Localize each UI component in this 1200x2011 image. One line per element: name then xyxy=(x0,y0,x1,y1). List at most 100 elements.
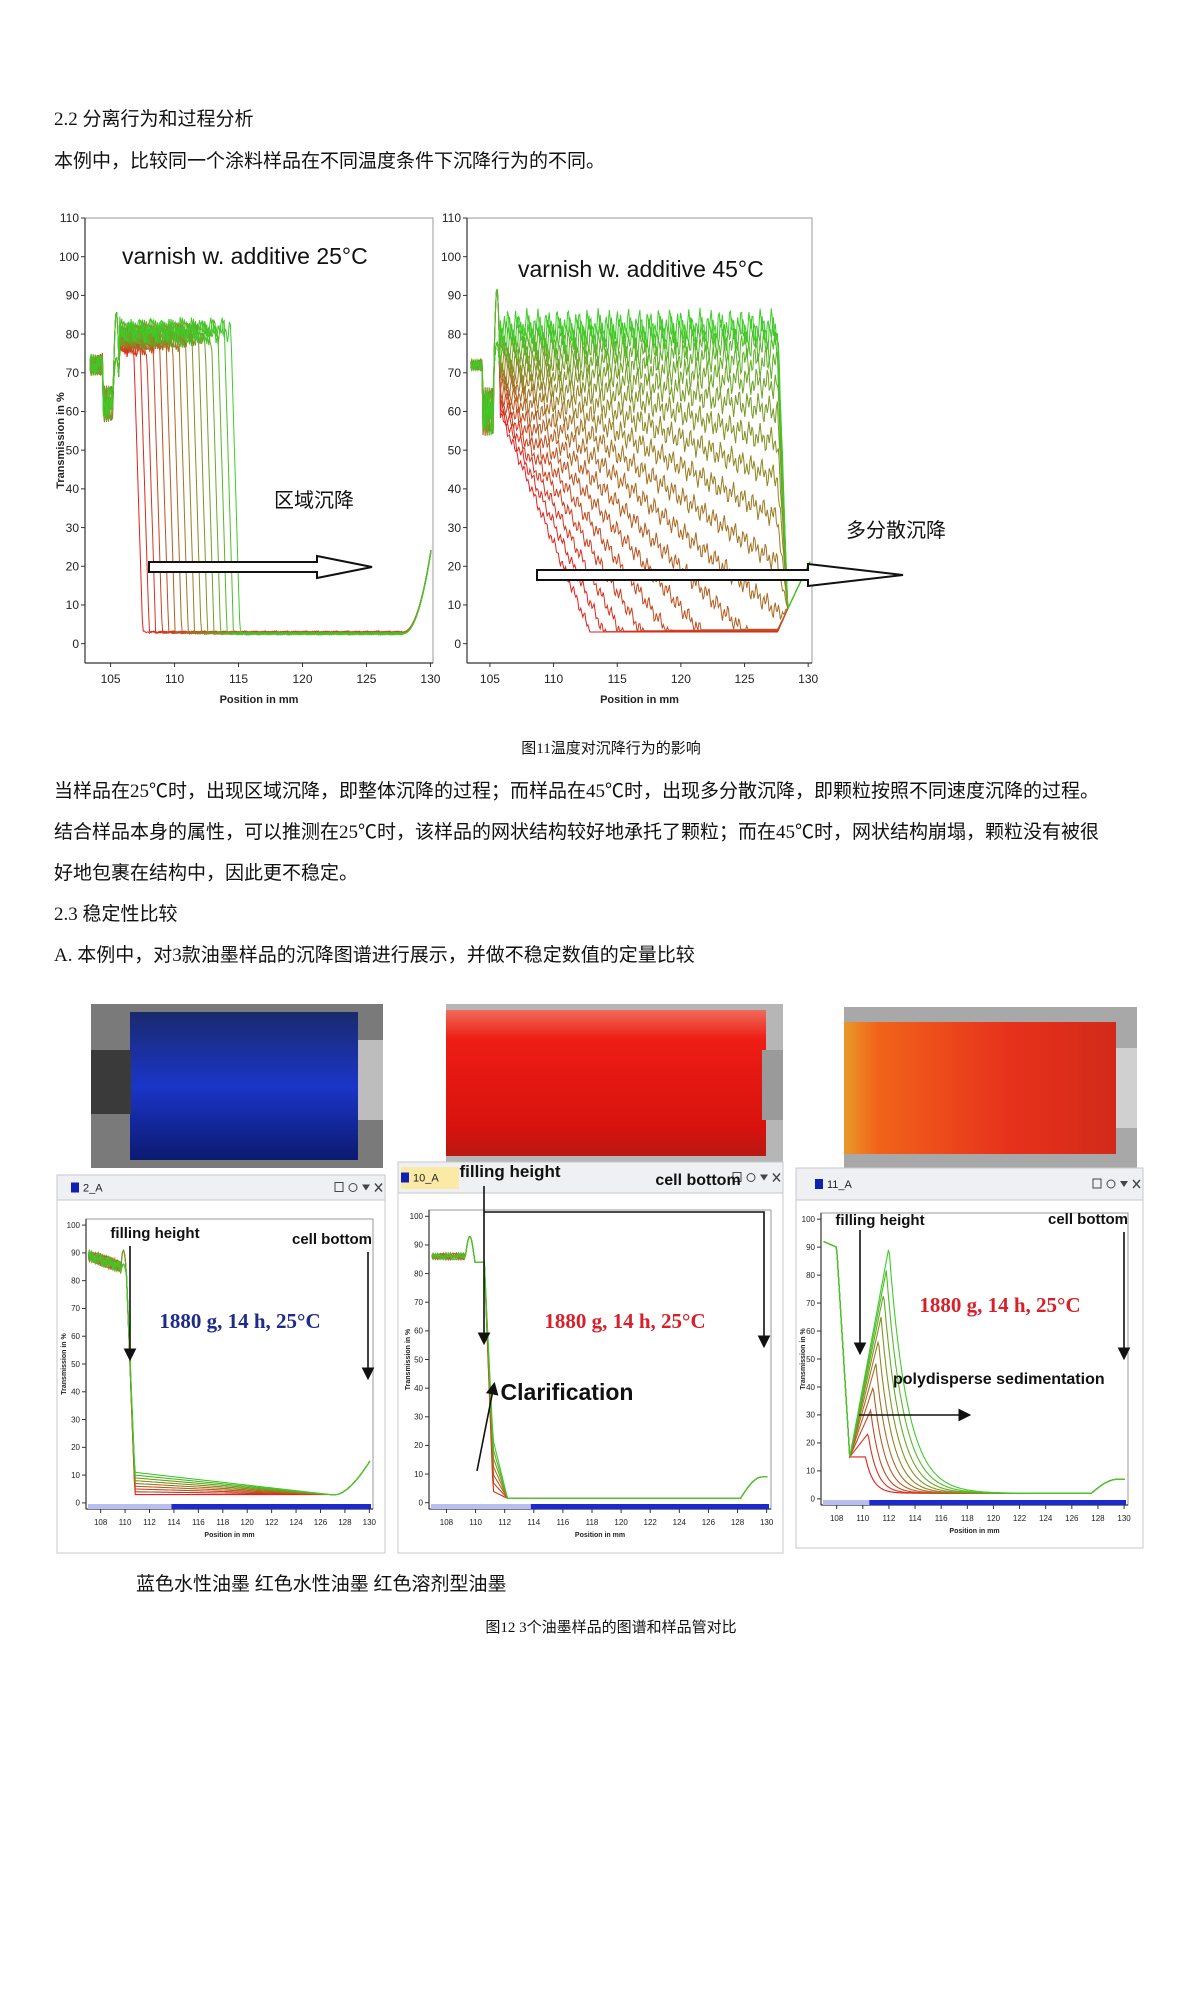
y-tick-label: 20 xyxy=(71,1443,80,1452)
tube-end xyxy=(762,1050,783,1120)
window-icon xyxy=(1092,1178,1102,1189)
x-tick-label: 105 xyxy=(101,672,121,686)
x-tick-label: 126 xyxy=(702,1518,716,1527)
curve xyxy=(470,307,811,609)
y-tick-label: 50 xyxy=(806,1355,815,1364)
x-tick-label: 128 xyxy=(1091,1514,1105,1523)
x-tick-label: 120 xyxy=(614,1518,628,1527)
arrow xyxy=(148,554,373,580)
x-tick-label: 116 xyxy=(557,1518,570,1527)
y-tick-label: 40 xyxy=(414,1384,423,1393)
y-tick-label: 100 xyxy=(410,1212,424,1221)
x-tick-label: 120 xyxy=(671,672,691,686)
y-tick-label: 20 xyxy=(448,559,462,573)
x-tick-label: 114 xyxy=(527,1518,540,1527)
curve xyxy=(470,289,811,609)
position-strip xyxy=(530,1504,769,1509)
x-tick-label: 126 xyxy=(314,1518,328,1527)
y-tick-label: 10 xyxy=(414,1470,423,1479)
x-tick-label: 124 xyxy=(673,1518,687,1527)
x-tick-label: 105 xyxy=(480,672,500,686)
x-axis-label: Position in mm xyxy=(204,1532,254,1539)
y-tick-label: 70 xyxy=(71,1304,80,1313)
paragraph-line: 当样品在25℃时，出现区域沉降，即整体沉降的过程；而样品在45℃时，出现多分散沉… xyxy=(54,781,1100,802)
plot-area xyxy=(84,217,434,664)
y-tick-label: 50 xyxy=(66,443,80,457)
window-icon xyxy=(348,1183,358,1192)
y-tick-label: 30 xyxy=(448,521,462,535)
annotation: polydisperse sedimentation xyxy=(893,1371,1105,1388)
x-tick-label: 118 xyxy=(961,1514,974,1523)
y-tick-label: 30 xyxy=(66,521,80,535)
y-tick-label: 90 xyxy=(448,289,462,303)
x-tick-label: 118 xyxy=(586,1518,599,1527)
curve xyxy=(823,1240,1125,1494)
tab-icon xyxy=(71,1182,79,1193)
x-axis-label: Position in mm xyxy=(949,1528,999,1535)
curve xyxy=(89,312,432,636)
x-tick-label: 114 xyxy=(909,1514,922,1523)
title-box xyxy=(114,230,379,280)
curve xyxy=(470,341,811,630)
y-tick-label: 20 xyxy=(806,1439,815,1448)
window-icon xyxy=(334,1182,344,1192)
y-tick-label: 60 xyxy=(71,1332,80,1341)
sample-liquid xyxy=(844,1022,1116,1154)
tab-icon xyxy=(401,1172,409,1183)
window-icon xyxy=(1106,1179,1116,1189)
x-tick-label: 110 xyxy=(469,1518,482,1527)
section-text: A. 本例中，对3款油墨样品的沉降图谱进行展示，并做不稳定数值的定量比较 xyxy=(54,945,695,966)
title-box xyxy=(505,243,810,292)
x-axis-label: Position in mm xyxy=(575,1532,625,1539)
sample-liquid xyxy=(130,1012,358,1160)
y-tick-label: 10 xyxy=(66,598,80,612)
y-tick-label: 80 xyxy=(448,327,462,341)
x-tick-label: 108 xyxy=(440,1518,454,1527)
y-axis-label: Transmission in % xyxy=(800,1327,807,1389)
y-tick-label: 60 xyxy=(448,405,462,419)
cell-bottom-label: cell bottom xyxy=(655,1172,740,1189)
window-icon xyxy=(374,1183,383,1192)
y-tick-label: 100 xyxy=(441,250,461,264)
section-heading: 2.3 稳定性比较 xyxy=(54,904,178,925)
annotation-arrow xyxy=(476,1381,499,1472)
plot-area xyxy=(428,1209,772,1510)
y-tick-label: 30 xyxy=(806,1411,815,1420)
chart-title: varnish w. additive 45°C xyxy=(518,256,764,282)
y-tick-label: 10 xyxy=(448,598,462,612)
position-strip xyxy=(869,1500,1126,1505)
paragraph-line: 结合样品本身的属性，可以推测在25℃时，该样品的网状结构较好地承托了颗粒；而在4… xyxy=(54,822,1100,843)
condition-label: 1880 g, 14 h, 25°C xyxy=(159,1309,320,1333)
tube-cap xyxy=(91,1050,131,1114)
x-tick-label: 122 xyxy=(644,1518,658,1527)
x-tick-label: 130 xyxy=(1117,1514,1131,1523)
x-tick-label: 122 xyxy=(1013,1514,1027,1523)
y-axis-label: Transmission in % xyxy=(61,1332,68,1394)
annotation: 区域沉降 xyxy=(274,489,354,512)
y-axis-label: Transmission in % xyxy=(405,1328,412,1390)
annotation-arrow xyxy=(484,1211,771,1349)
x-tick-label: 108 xyxy=(830,1514,844,1523)
arrow xyxy=(536,562,904,588)
y-tick-label: 0 xyxy=(454,637,461,651)
y-axis-label: Transmission in % xyxy=(55,392,67,489)
cell-bottom-label: cell bottom xyxy=(1048,1211,1128,1228)
x-tick-label: 128 xyxy=(338,1518,352,1527)
x-tick-label: 114 xyxy=(168,1518,181,1527)
window-header xyxy=(56,1174,386,1201)
y-tick-label: 110 xyxy=(60,211,79,225)
y-tick-label: 20 xyxy=(414,1441,423,1450)
y-tick-label: 60 xyxy=(66,405,80,419)
y-tick-label: 10 xyxy=(806,1467,815,1476)
tab-label: 2_A xyxy=(83,1183,103,1195)
y-tick-label: 40 xyxy=(71,1388,80,1397)
y-tick-label: 70 xyxy=(448,366,462,380)
x-tick-label: 124 xyxy=(1039,1514,1053,1523)
annotation: 多分散沉降 xyxy=(846,519,946,542)
y-tick-label: 40 xyxy=(806,1383,815,1392)
x-tick-label: 112 xyxy=(498,1518,511,1527)
tab-icon xyxy=(815,1179,823,1189)
condition-label: 1880 g, 14 h, 25°C xyxy=(544,1309,705,1333)
figure-caption: 图12 3个油墨样品的图谱和样品管对比 xyxy=(485,1620,737,1636)
